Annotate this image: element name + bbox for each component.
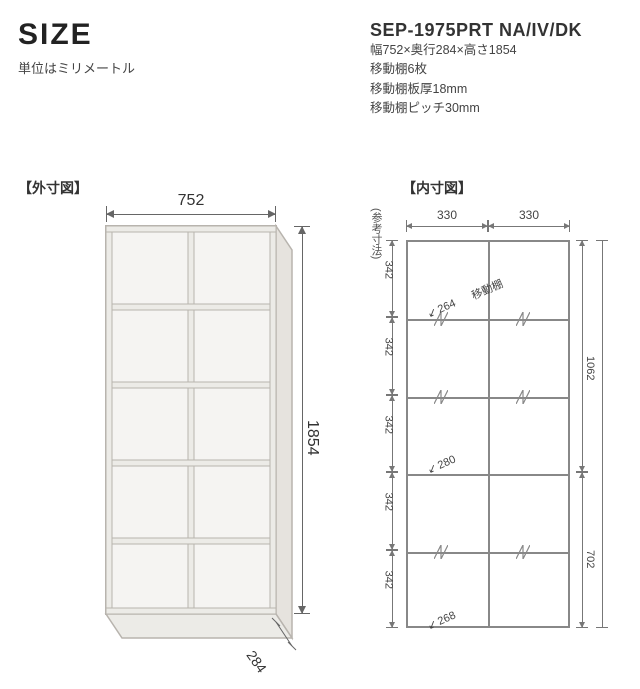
internal-drawing: (参考寸法) 330 330 ↙264 移動棚 ↙280 [370, 178, 630, 668]
spec-movable-count: 移動棚6枚 [370, 60, 582, 79]
int-depth-mid: ↙280 [425, 453, 457, 477]
spec-dims: 幅752×奥行284×高さ1854 [370, 41, 582, 60]
external-drawing: 752 1854 [18, 178, 338, 668]
size-title: SIZE [18, 18, 135, 52]
ext-height-value: 1854 [303, 420, 321, 456]
int-row-0: 342 [382, 260, 394, 278]
int-row-1: 342 [382, 338, 394, 356]
int-row-2: 342 [382, 415, 394, 433]
int-col-0: 330 [406, 208, 488, 222]
spec-movable-pitch: 移動棚ピッチ30mm [370, 99, 582, 118]
int-depth-bottom: ↙268 [425, 609, 457, 633]
internal-box: ↙264 移動棚 ↙280 ↙268 [406, 240, 570, 628]
ext-width-dimension: 752 [106, 196, 276, 218]
internal-col-dimensions: 330 330 [406, 212, 570, 240]
spec-movable-thickness: 移動棚板厚18mm [370, 80, 582, 99]
unit-note: 単位はミリメートル [18, 58, 135, 77]
int-row-4: 342 [382, 571, 394, 589]
external-shelf-render: 284 [94, 224, 304, 664]
spec-block: SEP-1975PRT NA/IV/DK 幅752×奥行284×高さ1854 移… [370, 20, 582, 119]
int-col-1: 330 [488, 208, 570, 222]
int-row-3: 342 [382, 493, 394, 511]
ext-width-value: 752 [106, 192, 276, 210]
reference-note: (参考寸法) [368, 208, 384, 259]
model-code: SEP-1975PRT NA/IV/DK [370, 20, 582, 41]
